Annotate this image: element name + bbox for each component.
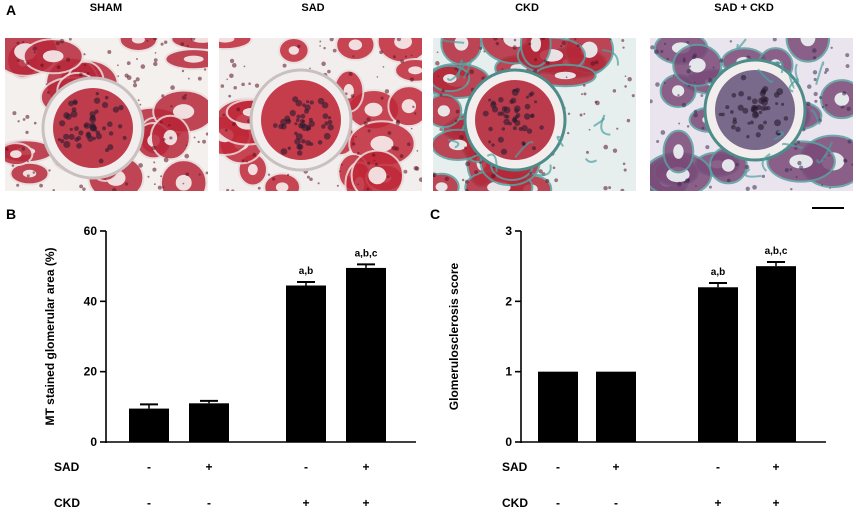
- panel-label-a: A: [6, 2, 17, 18]
- condition-value: +: [205, 460, 212, 474]
- y-axis-label: MT stained glomerular area (%): [43, 247, 57, 425]
- micrograph-label-ckd: CKD: [515, 2, 539, 14]
- panel-label-c: C: [430, 206, 441, 222]
- condition-value: -: [147, 496, 151, 510]
- condition-value: +: [612, 460, 619, 474]
- micrograph-sad: [219, 38, 422, 191]
- bar: [129, 408, 169, 442]
- bar: [286, 285, 326, 442]
- condition-value: -: [556, 460, 560, 474]
- y-tick-label: 0: [505, 435, 512, 449]
- condition-name: CKD: [54, 496, 80, 510]
- y-tick-label: 0: [90, 435, 97, 449]
- y-tick-label: 3: [505, 224, 512, 238]
- bar: [756, 266, 796, 442]
- panel-label-b: B: [6, 206, 17, 222]
- condition-value: -: [147, 460, 151, 474]
- bar: [596, 371, 636, 442]
- chart-c: Glomerulosclerosis score 0 1 2 3 a,b a,b,c SAD -…: [420, 220, 856, 513]
- micrograph-ckd: [433, 38, 636, 191]
- significance-label: a,b,c: [355, 248, 378, 259]
- y-tick-label: 1: [505, 365, 512, 379]
- significance-label: a,b: [299, 266, 313, 277]
- y-tick-label: 60: [84, 224, 98, 238]
- significance-label: a,b,c: [765, 246, 788, 257]
- y-tick-label: 20: [84, 365, 98, 379]
- micrograph-label-sham: SHAM: [89, 2, 123, 14]
- condition-value: +: [302, 496, 309, 510]
- bar: [346, 267, 386, 442]
- micrograph-label-sad-ckd: SAD + CKD: [714, 2, 774, 14]
- bar: [189, 403, 229, 442]
- y-tick-label: 40: [84, 294, 98, 308]
- condition-value: +: [772, 496, 779, 510]
- condition-value: -: [614, 496, 618, 510]
- condition-value: -: [207, 496, 211, 510]
- micrograph-sad-ckd: [650, 38, 853, 191]
- condition-name: CKD: [502, 496, 528, 510]
- condition-value: -: [716, 460, 720, 474]
- condition-value: -: [556, 496, 560, 510]
- condition-value: +: [362, 460, 369, 474]
- condition-value: +: [772, 460, 779, 474]
- condition-name: SAD: [502, 460, 528, 474]
- significance-label: a,b: [711, 267, 725, 278]
- y-tick-label: 2: [505, 294, 512, 308]
- condition-name: SAD: [54, 460, 80, 474]
- bar: [698, 287, 738, 442]
- micrograph-sham: [5, 38, 208, 191]
- condition-value: +: [362, 496, 369, 510]
- scale-bar: [812, 207, 844, 209]
- chart-b: MT stained glomerular area (%) 0 20 40 60 a,b…: [0, 220, 420, 513]
- condition-value: +: [714, 496, 721, 510]
- micrograph-label-sad: SAD: [301, 2, 325, 14]
- bar: [538, 371, 578, 442]
- condition-value: -: [304, 460, 308, 474]
- y-axis-label: Glomerulosclerosis score: [447, 262, 461, 410]
